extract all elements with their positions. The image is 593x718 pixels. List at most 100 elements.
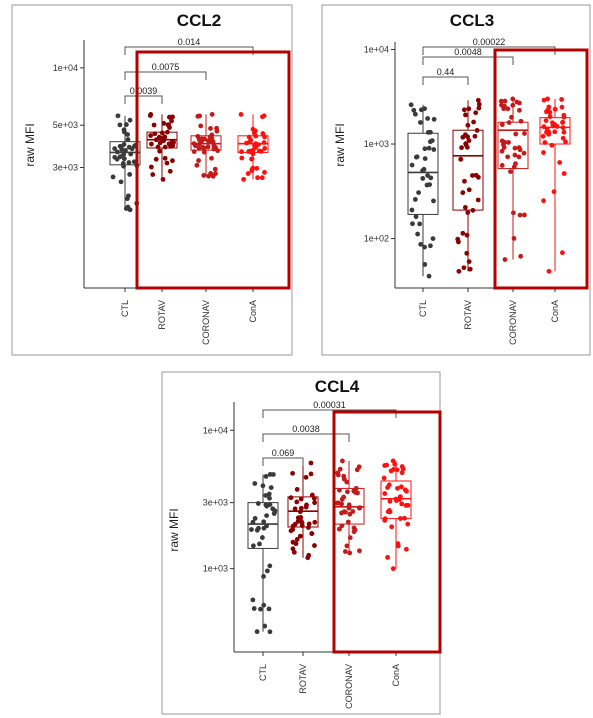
comparison-coronav: 0.0038 <box>262 424 350 442</box>
box-ctl <box>247 471 279 635</box>
y-tick-label: 1e+03 <box>203 564 228 574</box>
data-point <box>517 212 523 218</box>
data-point <box>381 475 387 481</box>
data-point <box>511 210 516 216</box>
data-point <box>191 141 197 147</box>
data-point <box>422 156 428 161</box>
data-point <box>460 190 466 196</box>
data-point <box>252 481 258 486</box>
data-point <box>502 257 508 262</box>
data-point <box>412 197 418 202</box>
data-point <box>425 173 431 178</box>
data-point <box>259 175 265 181</box>
data-point <box>466 106 472 112</box>
p-value-label: 0.069 <box>272 448 295 458</box>
data-point <box>516 145 522 151</box>
data-point <box>339 496 345 502</box>
data-point <box>461 107 467 113</box>
data-point <box>290 546 296 552</box>
data-point <box>339 501 345 507</box>
data-point <box>541 198 546 204</box>
data-point <box>513 161 518 167</box>
box-coronav <box>333 458 365 556</box>
data-point <box>256 148 262 154</box>
data-point <box>463 112 468 118</box>
data-point <box>288 495 294 501</box>
data-point <box>471 119 476 125</box>
data-point <box>209 155 214 161</box>
data-point <box>543 118 549 123</box>
data-point <box>303 474 309 480</box>
data-point <box>209 111 215 117</box>
data-point <box>125 137 131 142</box>
data-point <box>460 230 466 236</box>
data-point <box>345 489 350 495</box>
data-point <box>390 566 396 572</box>
comparison-rotav: 0.0039 <box>124 86 163 104</box>
data-point <box>563 139 568 145</box>
data-point <box>208 171 214 176</box>
data-point <box>541 124 547 130</box>
data-point <box>256 525 261 531</box>
data-point <box>201 149 207 155</box>
data-point <box>115 113 121 119</box>
data-point <box>499 148 505 154</box>
data-point <box>308 471 314 477</box>
data-point <box>427 139 433 145</box>
data-point <box>422 146 428 152</box>
data-point <box>260 483 266 489</box>
data-point <box>261 113 267 119</box>
data-point <box>415 231 421 237</box>
panel-title: CCL3 <box>450 11 494 30</box>
data-point <box>540 133 546 139</box>
panel-title: CCL4 <box>315 377 360 396</box>
data-point <box>158 135 163 141</box>
data-point <box>252 128 258 134</box>
data-point <box>162 144 168 150</box>
data-point <box>347 511 353 517</box>
data-point <box>545 107 551 113</box>
data-point <box>403 546 409 552</box>
data-point <box>195 113 201 119</box>
data-point <box>498 98 504 104</box>
y-tick-label: 1e+04 <box>364 44 389 54</box>
data-point <box>458 156 464 162</box>
data-point <box>246 134 252 140</box>
data-point <box>342 549 348 554</box>
data-point <box>396 497 402 502</box>
data-point <box>346 502 352 508</box>
data-point <box>270 472 276 477</box>
data-point <box>470 207 476 213</box>
data-point <box>209 132 215 138</box>
data-point <box>194 162 200 168</box>
data-point <box>290 539 296 545</box>
data-point <box>257 541 262 547</box>
x-tick-label-coronav: CORONAV <box>201 300 211 345</box>
data-point <box>353 485 359 491</box>
data-point <box>261 140 267 145</box>
comparison-bracket <box>262 433 350 442</box>
data-point <box>255 501 261 506</box>
p-value-label: 0.0038 <box>292 424 320 434</box>
data-point <box>121 152 127 157</box>
data-point <box>387 498 393 504</box>
data-point <box>263 474 269 479</box>
data-point <box>209 136 215 141</box>
data-point <box>266 606 272 612</box>
data-point <box>416 190 421 196</box>
data-point <box>151 122 157 128</box>
data-point <box>255 175 261 181</box>
data-point <box>466 187 472 193</box>
data-point <box>426 145 432 151</box>
data-point <box>253 141 259 147</box>
data-point <box>264 513 269 518</box>
data-point <box>502 98 508 104</box>
data-point <box>521 212 527 218</box>
data-point <box>261 519 267 525</box>
x-tick-label-cona: ConA <box>248 300 258 323</box>
data-point <box>155 144 161 150</box>
comparison-bracket <box>124 95 163 104</box>
data-point <box>456 268 462 274</box>
y-axis-label: raw MFI <box>333 123 347 166</box>
data-point <box>473 110 479 116</box>
